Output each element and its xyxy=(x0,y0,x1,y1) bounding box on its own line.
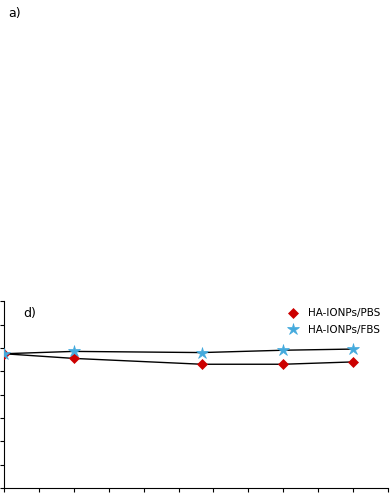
HA-IONPs/FBS xyxy=(2,351,6,357)
HA-IONPs/PBS xyxy=(2,351,6,357)
Line: HA-IONPs/PBS: HA-IONPs/PBS xyxy=(0,350,357,368)
HA-IONPs/PBS xyxy=(71,355,76,361)
HA-IONPs/PBS xyxy=(351,359,356,365)
Text: a): a) xyxy=(8,7,20,20)
Line: HA-IONPs/FBS: HA-IONPs/FBS xyxy=(0,343,359,360)
HA-IONPs/PBS xyxy=(281,361,286,367)
Text: d): d) xyxy=(23,307,36,320)
HA-IONPs/FBS xyxy=(351,346,356,352)
HA-IONPs/PBS xyxy=(200,361,204,367)
HA-IONPs/FBS xyxy=(281,347,286,353)
HA-IONPs/FBS xyxy=(200,350,204,355)
Legend: HA-IONPs/PBS, HA-IONPs/FBS: HA-IONPs/PBS, HA-IONPs/FBS xyxy=(280,306,383,337)
HA-IONPs/FBS xyxy=(71,349,76,354)
